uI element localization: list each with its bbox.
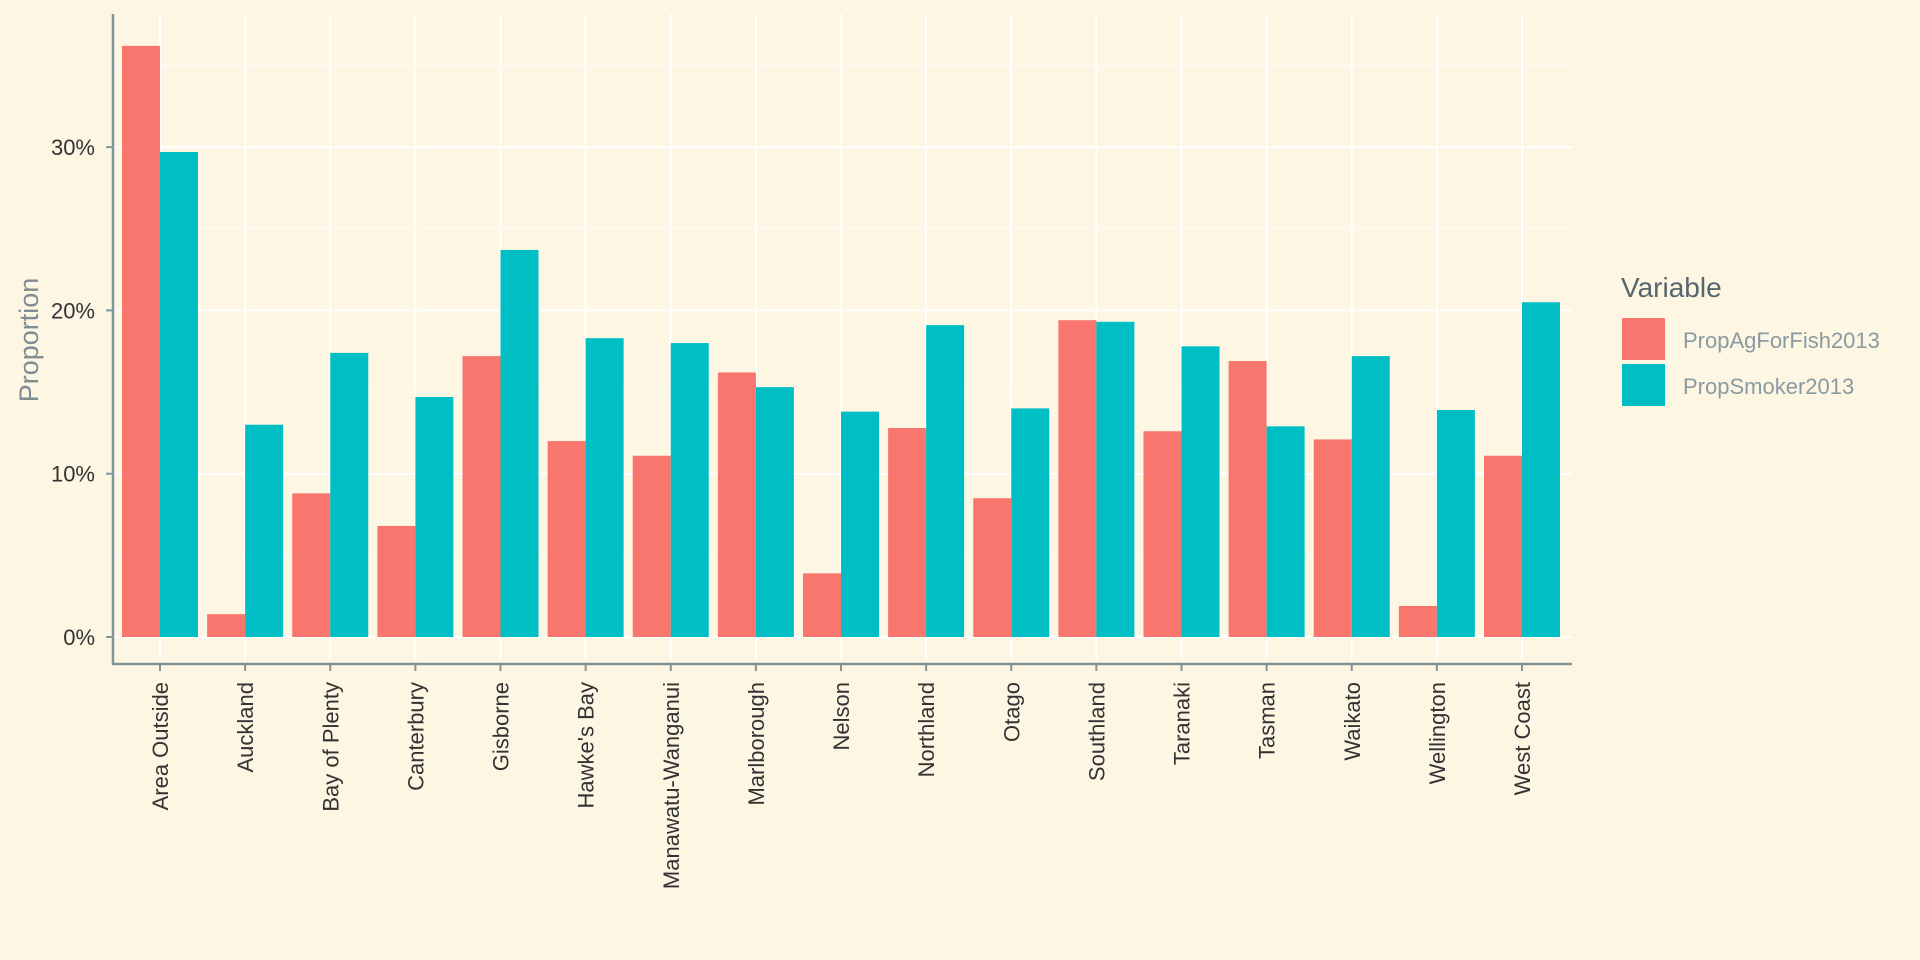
bar-propsmoker2013	[1181, 346, 1220, 637]
bar-propagforfish2013	[1143, 431, 1182, 637]
bar-propsmoker2013	[755, 387, 794, 637]
x-tick-label: Marlborough	[744, 682, 769, 806]
x-tick-label: Manawatu-Wanganui	[659, 682, 684, 889]
bar-propagforfish2013	[1228, 361, 1267, 637]
x-tick-label: Wellington	[1425, 682, 1450, 784]
x-tick-label: Gisborne	[489, 682, 514, 771]
legend-key-propsmoker2013	[1622, 364, 1665, 406]
bar-propsmoker2013	[926, 325, 965, 637]
y-axis-title: Proportion	[14, 278, 44, 403]
x-tick-label: Tasman	[1255, 682, 1280, 759]
legend-label: PropSmoker2013	[1683, 374, 1854, 399]
bar-propagforfish2013	[1313, 439, 1352, 637]
x-tick-label: Northland	[914, 682, 939, 777]
bars	[122, 45, 1560, 637]
legend-items: PropAgForFish2013 PropSmoker2013	[1622, 318, 1880, 406]
bar-propagforfish2013	[632, 455, 671, 637]
bar-propagforfish2013	[1058, 320, 1097, 637]
bar-propsmoker2013	[1436, 410, 1475, 637]
x-tick-label: Hawke's Bay	[574, 682, 599, 808]
x-tick-label: Canterbury	[403, 682, 428, 791]
x-tick-label: Bay of Plenty	[318, 682, 343, 812]
x-tick-label: Taranaki	[1170, 682, 1195, 765]
bar-propagforfish2013	[122, 45, 160, 637]
bar-propagforfish2013	[207, 614, 246, 637]
x-tick-label: Southland	[1084, 682, 1109, 781]
x-tick-label: Auckland	[233, 682, 258, 773]
bar-propsmoker2013	[415, 396, 454, 637]
x-tick-label: Otago	[999, 682, 1024, 742]
bar-propagforfish2013	[803, 573, 841, 637]
bar-propsmoker2013	[500, 249, 539, 637]
legend-key-propagforfish2013	[1622, 318, 1665, 360]
bar-propagforfish2013	[973, 498, 1012, 637]
y-tick-label: 30%	[51, 135, 95, 160]
bar-propsmoker2013	[585, 338, 624, 637]
bar-propsmoker2013	[160, 151, 198, 637]
bar-propagforfish2013	[888, 427, 927, 637]
x-tick-label: Area Outside	[148, 682, 173, 810]
bar-propagforfish2013	[717, 372, 756, 637]
bar-propsmoker2013	[670, 343, 709, 637]
bar-propsmoker2013	[1011, 408, 1050, 637]
bar-propagforfish2013	[1398, 605, 1437, 637]
x-tick-label: West Coast	[1510, 682, 1535, 795]
x-tick-label: Waikato	[1340, 682, 1365, 761]
bar-propsmoker2013	[1096, 321, 1135, 637]
legend-title: Variable	[1621, 272, 1722, 303]
bar-propsmoker2013	[245, 424, 284, 637]
bar-propsmoker2013	[330, 352, 369, 637]
y-tick-label: 20%	[51, 298, 95, 323]
bar-propagforfish2013	[547, 441, 586, 637]
bar-propagforfish2013	[377, 525, 416, 637]
y-tick-label: 0%	[63, 625, 95, 650]
legend-label: PropAgForFish2013	[1683, 328, 1880, 353]
bar-propsmoker2013	[1522, 302, 1560, 637]
y-axis-ticks: 0% 10% 20% 30%	[51, 135, 113, 650]
x-axis-ticks: Area Outside Auckland Bay of Plenty Canterb…	[148, 664, 1535, 889]
bar-propagforfish2013	[292, 493, 331, 637]
y-tick-label: 10%	[51, 462, 95, 487]
bar-propagforfish2013	[1484, 455, 1522, 637]
bar-propsmoker2013	[841, 411, 879, 637]
bar-propsmoker2013	[1266, 426, 1305, 637]
legend: Variable PropAgForFish2013 PropSmoker2013	[1621, 272, 1880, 406]
x-tick-label: Nelson	[829, 682, 854, 750]
bar-propagforfish2013	[462, 356, 501, 637]
bar-propsmoker2013	[1351, 356, 1390, 637]
